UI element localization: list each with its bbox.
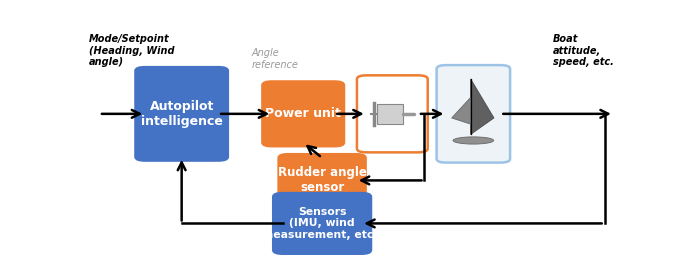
Polygon shape [470,79,494,134]
FancyBboxPatch shape [279,154,366,207]
Polygon shape [452,97,470,124]
FancyBboxPatch shape [273,193,371,254]
FancyBboxPatch shape [135,67,228,161]
Text: Boat
attitude,
speed, etc.: Boat attitude, speed, etc. [553,34,613,67]
Ellipse shape [453,137,493,144]
FancyBboxPatch shape [436,65,510,163]
Bar [376,104,403,124]
Text: Rudder angle
sensor: Rudder angle sensor [277,167,367,194]
FancyBboxPatch shape [357,75,428,152]
Text: Power unit: Power unit [266,107,341,120]
FancyBboxPatch shape [262,81,344,146]
Text: Sensors
(IMU, wind
measurement, etc.): Sensors (IMU, wind measurement, etc.) [262,207,383,240]
Text: Mode/Setpoint
(Heading, Wind
angle): Mode/Setpoint (Heading, Wind angle) [89,34,174,67]
Text: Angle
reference: Angle reference [252,48,299,70]
Text: Autopilot
intelligence: Autopilot intelligence [141,100,222,128]
